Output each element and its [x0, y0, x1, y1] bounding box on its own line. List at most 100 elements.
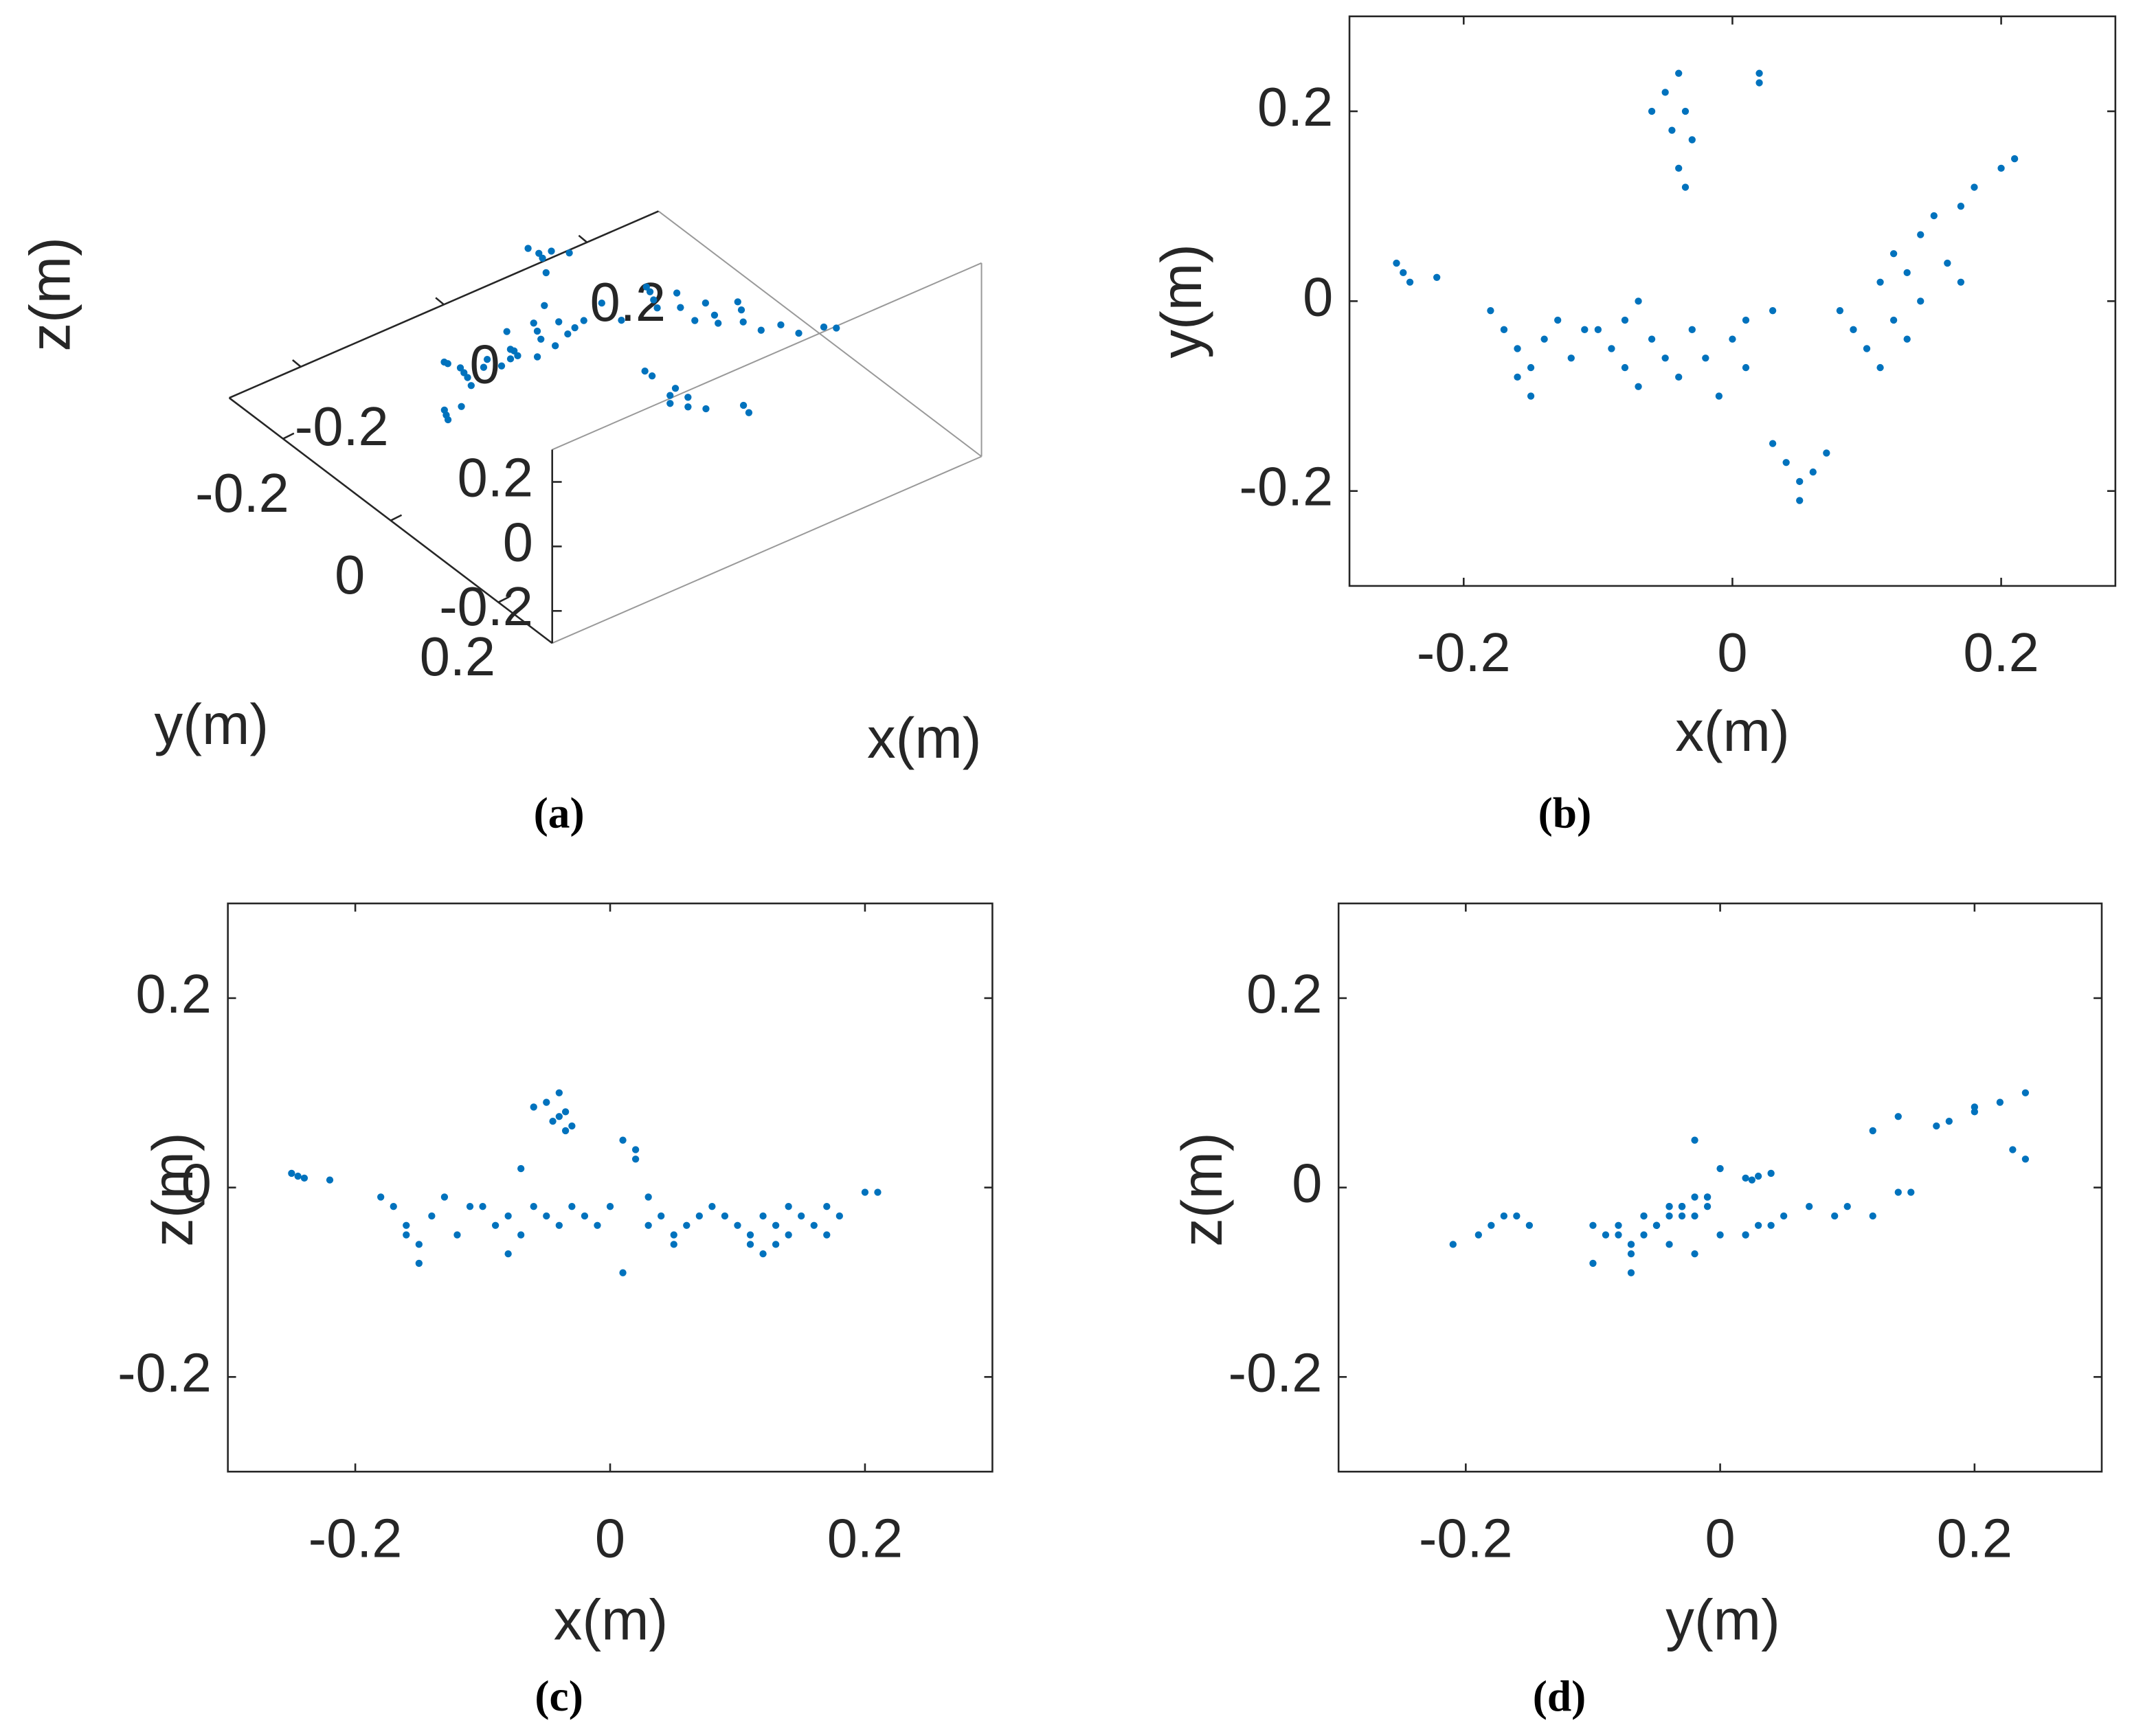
point — [1930, 212, 1938, 220]
point — [504, 1250, 512, 1258]
point — [561, 1127, 570, 1135]
point — [1742, 1231, 1749, 1239]
point — [2010, 155, 2019, 163]
y-tick-label: -0.2 — [1239, 456, 1334, 517]
point — [1678, 1212, 1686, 1220]
point — [715, 319, 722, 327]
point — [1742, 316, 1750, 324]
point — [772, 1221, 780, 1229]
point — [777, 321, 785, 329]
point — [631, 1146, 640, 1153]
point — [444, 360, 451, 368]
point — [390, 1203, 397, 1210]
point — [666, 400, 674, 407]
point — [555, 1221, 563, 1229]
point — [702, 405, 710, 413]
point — [1996, 1098, 2004, 1106]
point — [1487, 307, 1494, 315]
point — [644, 1221, 652, 1229]
point — [1554, 316, 1562, 324]
axes-box — [1337, 902, 2103, 1473]
point — [1863, 345, 1871, 352]
point — [503, 328, 510, 335]
point — [1652, 1221, 1661, 1229]
point — [673, 289, 681, 297]
point — [1621, 316, 1629, 324]
point — [555, 318, 563, 326]
point — [594, 1221, 601, 1229]
point — [646, 288, 654, 295]
point — [2021, 1156, 2030, 1163]
back-edge — [552, 455, 982, 644]
point — [1809, 468, 1817, 476]
point — [1889, 316, 1898, 324]
point — [1615, 1221, 1622, 1229]
point — [739, 318, 747, 326]
point — [820, 323, 828, 331]
point — [734, 1221, 741, 1229]
x-tick-label: -0.2 — [308, 1507, 403, 1568]
point — [631, 1156, 640, 1163]
point — [1945, 1117, 1953, 1125]
point — [568, 1203, 576, 1210]
point — [1903, 269, 1911, 277]
point — [460, 369, 468, 376]
point — [1621, 363, 1629, 372]
point — [759, 1250, 767, 1258]
y-tick-label: 0.2 — [136, 963, 212, 1024]
point — [874, 1188, 882, 1196]
point — [1767, 1221, 1775, 1229]
y-tick — [390, 514, 403, 521]
point — [1876, 363, 1884, 372]
point — [746, 1231, 754, 1239]
point — [702, 299, 710, 307]
point — [580, 317, 587, 324]
y-tick-label: 0 — [181, 1153, 212, 1214]
point — [483, 355, 491, 363]
point — [1702, 354, 1709, 362]
x-tick-label: -0.2 — [1419, 1507, 1513, 1568]
point — [533, 327, 541, 335]
point — [1907, 1188, 1915, 1196]
x-tick — [578, 234, 588, 243]
point — [1748, 1176, 1756, 1184]
point — [491, 1221, 500, 1229]
point — [1957, 278, 1965, 286]
z-tick-label: 0.2 — [458, 447, 533, 508]
point — [1661, 354, 1669, 362]
point — [606, 1203, 614, 1210]
point — [524, 245, 532, 252]
x-tick — [435, 297, 445, 306]
point — [691, 317, 699, 324]
point — [1869, 1127, 1876, 1135]
point — [440, 1193, 449, 1201]
point — [1400, 269, 1407, 277]
point — [1754, 1172, 1762, 1180]
point — [1488, 1221, 1495, 1229]
point — [671, 385, 680, 392]
point — [300, 1174, 308, 1182]
point — [757, 326, 765, 334]
point — [1806, 1203, 1813, 1210]
point — [759, 1212, 767, 1220]
point — [1823, 449, 1830, 457]
point — [670, 1231, 677, 1239]
point — [1688, 136, 1696, 144]
x-tick-label: 0.2 — [1963, 622, 2039, 683]
point — [466, 1203, 474, 1210]
y-axis-label: z(m) — [141, 1132, 205, 1247]
point — [1703, 1203, 1712, 1210]
y-tick-label: 0.2 — [1257, 76, 1333, 137]
point — [415, 1241, 423, 1248]
point — [403, 1231, 410, 1239]
point — [1627, 1241, 1635, 1248]
axes-box — [227, 902, 994, 1473]
point — [734, 298, 741, 306]
point — [1635, 383, 1642, 390]
point — [721, 1212, 729, 1220]
point — [785, 1231, 792, 1239]
point — [535, 249, 543, 257]
x-tick — [292, 359, 302, 368]
x-tick-label: -0.2 — [295, 396, 389, 457]
